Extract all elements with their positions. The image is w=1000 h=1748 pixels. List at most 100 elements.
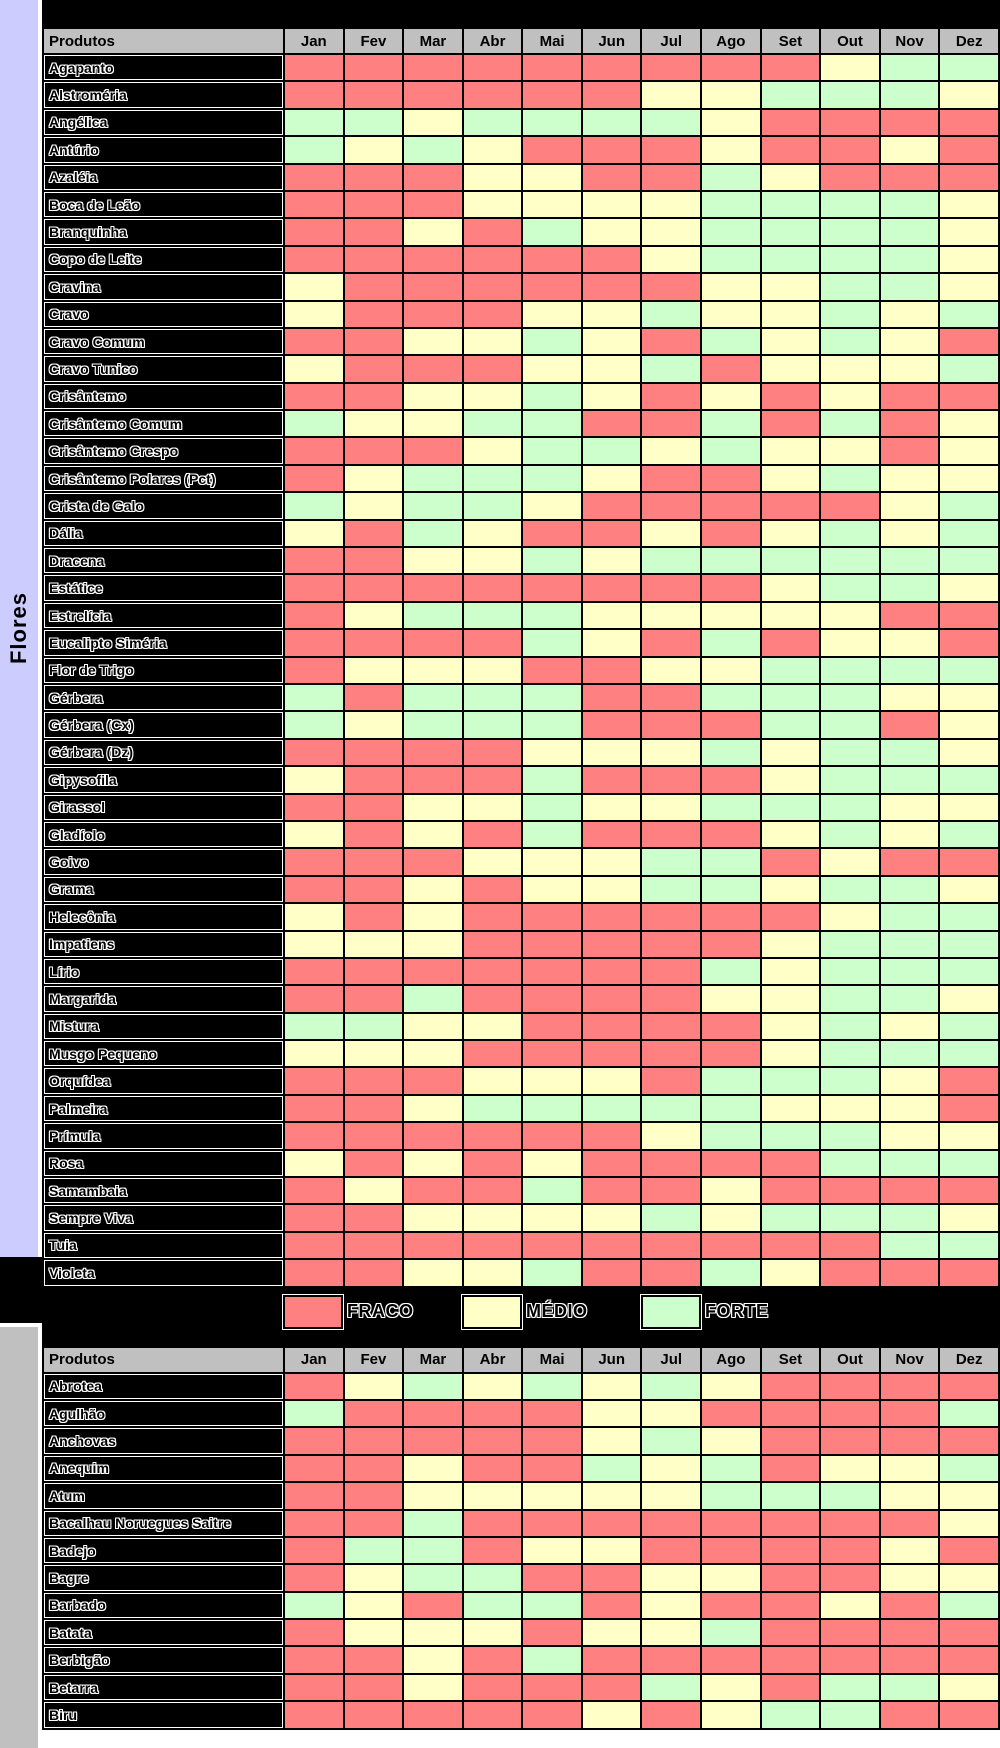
- availability-cell: [700, 491, 762, 521]
- availability-cell: [580, 1508, 643, 1538]
- legend-swatch-médio: [461, 1293, 523, 1330]
- availability-cell: [640, 1203, 703, 1233]
- product-label: Estátice: [42, 573, 285, 603]
- availability-cell: [759, 80, 822, 110]
- availability-cell: [700, 1618, 762, 1648]
- availability-cell: [938, 655, 1000, 685]
- availability-cell: [700, 1645, 762, 1675]
- availability-cell: [342, 1230, 405, 1261]
- availability-cell: [521, 628, 583, 658]
- availability-cell: [938, 1093, 1000, 1124]
- availability-cell: [878, 1039, 941, 1069]
- availability-cell: [461, 600, 524, 631]
- table-row: Mistura: [42, 1011, 1000, 1042]
- availability-cell: [938, 1066, 1000, 1096]
- availability-cell: [819, 518, 881, 549]
- availability-cell: [878, 1203, 941, 1233]
- availability-cell: [461, 1508, 524, 1538]
- availability-cell: [938, 217, 1000, 247]
- availability-cell: [759, 1672, 822, 1703]
- availability-cell: [759, 107, 822, 138]
- table-row: Estrelícia: [42, 600, 1000, 631]
- availability-cell: [342, 299, 405, 329]
- availability-cell: [402, 1672, 464, 1703]
- availability-cell: [402, 1203, 464, 1233]
- availability-cell: [461, 1645, 524, 1675]
- availability-cell: [580, 244, 643, 275]
- tables-area: Produtos Jan Fev Mar Abr Mai Jun Jul Ago Set Out No…: [42, 0, 1000, 1730]
- availability-cell: [461, 1535, 524, 1566]
- availability-cell: [640, 792, 703, 822]
- availability-cell: [938, 929, 1000, 959]
- availability-cell: [402, 792, 464, 822]
- availability-cell: [580, 1700, 643, 1730]
- availability-cell: [938, 682, 1000, 713]
- availability-cell: [342, 518, 405, 549]
- availability-cell: [819, 299, 881, 329]
- availability-cell: [461, 1398, 524, 1429]
- availability-cell: [640, 1563, 703, 1593]
- availability-cell: [878, 52, 941, 83]
- availability-cell: [700, 1398, 762, 1429]
- availability-cell: [640, 1453, 703, 1484]
- availability-cell: [580, 1176, 643, 1206]
- availability-cell: [640, 847, 703, 877]
- availability-cell: [759, 984, 822, 1014]
- availability-cell: [878, 1535, 941, 1566]
- availability-cell: [402, 1093, 464, 1124]
- availability-cell: [878, 874, 941, 905]
- availability-cell: [461, 874, 524, 905]
- availability-cell: [878, 1618, 941, 1648]
- availability-cell: [819, 710, 881, 740]
- availability-cell: [402, 1563, 464, 1593]
- availability-cell: [759, 272, 822, 302]
- product-label: Crisântemo Comum: [42, 409, 285, 439]
- availability-cell: [521, 710, 583, 740]
- availability-cell: [819, 409, 881, 439]
- availability-cell: [402, 1011, 464, 1042]
- availability-cell: [938, 1590, 1000, 1621]
- availability-cell: [640, 162, 703, 192]
- availability-cell: [461, 1426, 524, 1456]
- availability-cell: [878, 1672, 941, 1703]
- product-label: Copo de Leite: [42, 244, 285, 275]
- availability-cell: [283, 1148, 345, 1179]
- availability-cell: [759, 1535, 822, 1566]
- table-row: Anchovas: [42, 1426, 1000, 1456]
- availability-cell: [342, 710, 405, 740]
- availability-cell: [402, 1258, 464, 1288]
- availability-cell: [640, 710, 703, 740]
- availability-cell: [402, 463, 464, 494]
- availability-cell: [878, 162, 941, 192]
- availability-cell: [700, 1426, 762, 1456]
- availability-cell: [759, 1203, 822, 1233]
- table-row: Gérbera: [42, 682, 1000, 713]
- product-label: Gérbera: [42, 682, 285, 713]
- availability-cell: [580, 1093, 643, 1124]
- month-header-nov: Nov: [878, 1345, 941, 1374]
- availability-cell: [700, 135, 762, 165]
- flores-section-bar: Flores: [0, 0, 38, 1257]
- flores-section-label: Flores: [6, 592, 31, 665]
- month-header-mai: Mai: [521, 1345, 583, 1374]
- month-header-fev: Fev: [342, 27, 405, 55]
- availability-cell: [342, 1066, 405, 1096]
- availability-cell: [938, 409, 1000, 439]
- availability-cell: [521, 107, 583, 138]
- availability-cell: [819, 628, 881, 658]
- table-row: Sempre Viva: [42, 1203, 1000, 1233]
- availability-cell: [283, 52, 345, 83]
- product-label: Agulhão: [42, 1398, 285, 1429]
- availability-cell: [402, 902, 464, 932]
- table-row: Atum: [42, 1481, 1000, 1511]
- availability-cell: [878, 902, 941, 932]
- availability-cell: [700, 1176, 762, 1206]
- availability-cell: [878, 546, 941, 576]
- availability-cell: [402, 436, 464, 466]
- availability-cell: [938, 299, 1000, 329]
- availability-cell: [283, 1563, 345, 1593]
- availability-cell: [521, 1093, 583, 1124]
- availability-cell: [342, 1508, 405, 1538]
- availability-cell: [402, 1481, 464, 1511]
- availability-cell: [283, 819, 345, 850]
